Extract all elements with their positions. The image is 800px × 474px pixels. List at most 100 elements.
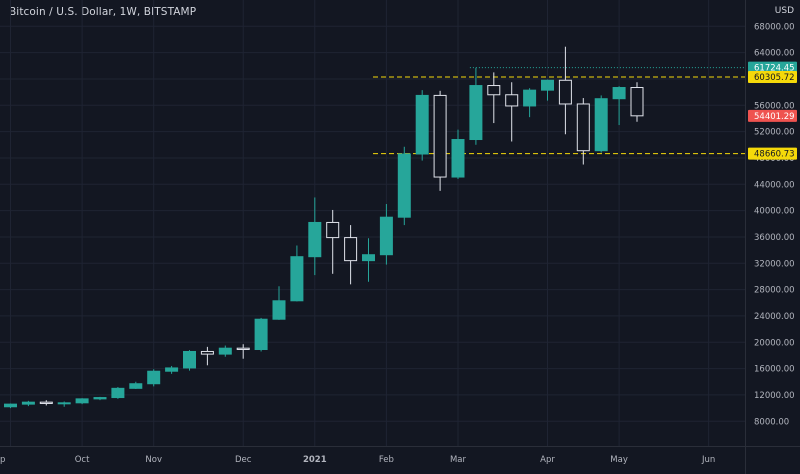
candle[interactable] (558, 46, 572, 135)
candle[interactable] (93, 396, 107, 401)
candle-body[interactable] (326, 221, 340, 239)
candle-body[interactable] (541, 79, 554, 91)
high-marker-badge-text: 61724.45 (754, 64, 795, 74)
candle[interactable] (57, 401, 71, 407)
candle-body[interactable] (630, 87, 644, 117)
candle[interactable] (254, 317, 268, 352)
candle[interactable] (362, 238, 375, 282)
high-marker-badge-bg (748, 61, 797, 74)
candle[interactable] (111, 387, 125, 399)
currency-label[interactable]: USD (774, 6, 794, 16)
candle[interactable] (272, 286, 286, 320)
candle-body[interactable] (487, 85, 501, 96)
x-tick-label: Nov (145, 455, 162, 465)
candle-body[interactable] (21, 401, 35, 405)
candle[interactable] (147, 369, 161, 387)
candle-body[interactable] (308, 221, 322, 258)
candle-body[interactable] (129, 383, 143, 389)
candle[interactable] (505, 82, 519, 142)
candle[interactable] (612, 86, 626, 126)
candle-body[interactable] (558, 79, 572, 105)
candle[interactable] (39, 400, 53, 406)
x-tick-label: Mar (450, 455, 467, 465)
candle-body[interactable] (111, 387, 125, 399)
y-tick-label: 16000.00 (754, 365, 795, 375)
candle-body[interactable] (523, 89, 537, 107)
candle-body[interactable] (200, 350, 214, 355)
candle-body[interactable] (594, 98, 608, 152)
candle[interactable] (379, 204, 393, 265)
candle[interactable] (290, 245, 304, 302)
candle[interactable] (236, 344, 250, 359)
candle-body[interactable] (612, 87, 626, 100)
chart-title: Bitcoin / U.S. Dollar, 1W, BITSTAMP (9, 6, 197, 18)
candles-layer[interactable] (4, 46, 644, 409)
candle[interactable] (129, 381, 143, 389)
candle-body[interactable] (147, 370, 161, 385)
y-tick-label: 20000.00 (754, 338, 795, 348)
candle[interactable] (594, 95, 608, 153)
candle-body[interactable] (272, 300, 286, 320)
level-badge: 48660.73 (748, 147, 797, 160)
candle[interactable] (326, 209, 340, 274)
candle-body[interactable] (576, 103, 590, 152)
x-tick-label: Oct (75, 455, 90, 465)
candle-body[interactable] (415, 94, 429, 155)
candle-body[interactable] (75, 398, 89, 404)
candle-body[interactable] (57, 402, 71, 405)
x-tick-label: p (0, 455, 5, 465)
last-price-badge-text: 54401.29 (754, 112, 795, 122)
candle[interactable] (308, 197, 322, 276)
level-badge-bg (748, 147, 797, 160)
candle[interactable] (523, 88, 537, 118)
candle-body[interactable] (397, 153, 411, 218)
candle-body[interactable] (505, 94, 519, 107)
candle[interactable] (541, 79, 554, 101)
candle[interactable] (451, 129, 465, 180)
candle-body[interactable] (362, 254, 375, 262)
candle[interactable] (200, 346, 214, 366)
candle[interactable] (433, 90, 447, 191)
level-badge-bg (748, 70, 797, 83)
candle-body[interactable] (451, 139, 465, 178)
candle-body[interactable] (344, 237, 358, 262)
candle[interactable] (487, 72, 501, 124)
candle[interactable] (75, 398, 89, 405)
candle-body[interactable] (165, 367, 179, 372)
candle-body[interactable] (379, 216, 393, 256)
candle[interactable] (165, 365, 179, 374)
candle-body[interactable] (290, 256, 304, 302)
candle[interactable] (4, 403, 17, 409)
candle-body[interactable] (469, 85, 483, 141)
candle[interactable] (21, 400, 35, 407)
candle[interactable] (218, 345, 232, 357)
candle-body[interactable] (39, 401, 53, 404)
x-tick-label: Feb (379, 455, 394, 465)
candle-body[interactable] (4, 403, 17, 408)
y-tick-label: 56000.00 (754, 101, 795, 111)
candle-body[interactable] (433, 94, 447, 178)
y-tick-label: 44000.00 (754, 180, 795, 190)
candle[interactable] (630, 82, 644, 122)
x-tick-label: Jun (701, 455, 715, 465)
candle-body[interactable] (183, 350, 196, 369)
candle-body[interactable] (236, 347, 250, 351)
candle-body[interactable] (218, 347, 232, 355)
candle[interactable] (576, 98, 590, 165)
y-tick-label: 32000.00 (754, 259, 795, 269)
level-badge-text: 48660.73 (754, 150, 795, 160)
high-marker-badge: 61724.45 (748, 61, 797, 74)
candle[interactable] (415, 90, 429, 161)
candle[interactable] (469, 67, 483, 145)
x-tick-label: 2021 (303, 455, 327, 465)
candle[interactable] (344, 225, 358, 285)
candle[interactable] (183, 350, 196, 371)
y-tick-label: 40000.00 (754, 207, 795, 217)
candle-body[interactable] (93, 397, 107, 400)
y-tick-label: 28000.00 (754, 286, 795, 296)
y-tick-label: 8000.00 (754, 417, 789, 427)
candle[interactable] (397, 146, 411, 226)
candle-body[interactable] (254, 318, 268, 351)
